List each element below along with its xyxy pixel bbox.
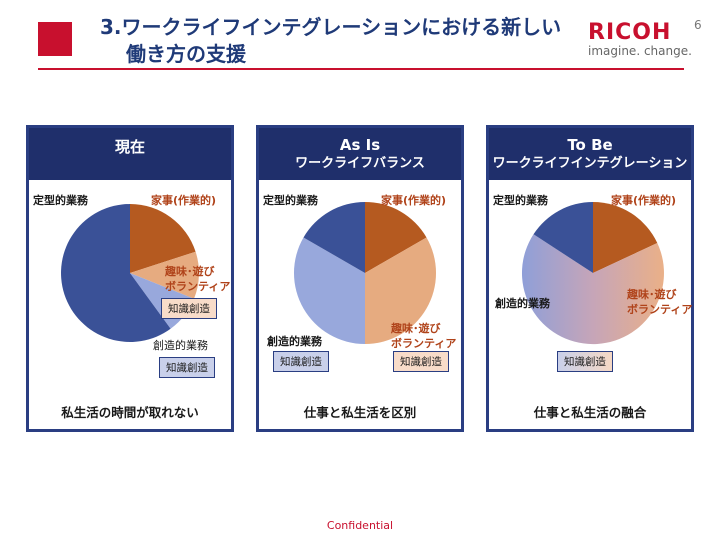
chip-chishiki-2: 知識創造 [159, 357, 215, 378]
label-shumi: 趣味･遊び ボランティア [165, 265, 231, 293]
label-kaji: 家事(作業的) [611, 194, 677, 207]
label-souzou: 創造的業務 [267, 335, 322, 348]
label-teikei: 定型的業務 [33, 194, 88, 207]
brand-logo: RICOH [588, 20, 672, 45]
pie-slice-blend [521, 234, 664, 345]
pie-slice-kaji [365, 202, 427, 273]
pie-slice-shumi [130, 251, 199, 299]
page-number: 6 [694, 18, 702, 32]
panel-footer: 私生活の時間が取れない [61, 405, 199, 420]
panel-header: 現在 [29, 128, 231, 180]
header-divider [38, 68, 684, 70]
logo-square [38, 22, 72, 56]
label-souzou: 創造的業務 [153, 339, 208, 352]
label-kaji: 家事(作業的) [151, 194, 217, 207]
panel-subheading: ワークライフバランス [295, 156, 425, 171]
label-teikei: 定型的業務 [263, 194, 318, 207]
page-title: 3.ワークライフインテグレーションにおける新しい 働き方の支援 [100, 14, 561, 68]
label-kaji: 家事(作業的) [381, 194, 447, 207]
panel-heading: As Is [339, 136, 381, 154]
chip-chishiki-2: 知識創造 [393, 351, 449, 372]
label-shumi: 趣味･遊び ボランティア [627, 288, 693, 316]
pie-chart [61, 204, 199, 342]
pie-chart [521, 202, 664, 345]
chip-chishiki-1: 知識創造 [161, 298, 217, 319]
label-souzou: 創造的業務 [495, 297, 550, 310]
panel-current: 現在 定型的業務 家事(作業的) 趣味･遊び ボランティア 知識創造 創造的業務… [26, 125, 234, 432]
panel-heading: 現在 [114, 138, 145, 156]
panel-subheading: ワークライフインテグレーション [492, 156, 688, 171]
pie-slice-teikei [533, 202, 593, 273]
title-line-2: 働き方の支援 [126, 42, 246, 66]
pie-slice-teikei [303, 202, 365, 273]
chip-chishiki: 知識創造 [557, 351, 613, 372]
brand-tagline: imagine. change. [588, 44, 692, 58]
panel-as-is: As Is ワークライフバランス 定型的業務 家事(作業的) 創造的業務 趣味･… [256, 125, 464, 432]
pie-slice-teikei [61, 204, 171, 342]
panel-footer: 仕事と私生活の融合 [533, 405, 647, 420]
chip-chishiki-1: 知識創造 [273, 351, 329, 372]
pie-chart [293, 202, 437, 344]
label-shumi: 趣味･遊び ボランティア [391, 322, 457, 350]
panel-to-be: To Be ワークライフインテグレーション 定型的業務 家事(作業的) 創造的業… [486, 125, 694, 432]
pie-slice-kaji [593, 202, 658, 273]
confidential-footer: Confidential [326, 519, 394, 532]
pie-slice-souzou [293, 237, 365, 344]
pie-slice-kaji [130, 204, 196, 273]
panel-header: As Is ワークライフバランス [259, 128, 461, 180]
panel-header: To Be ワークライフインテグレーション [489, 128, 691, 180]
panel-footer: 仕事と私生活を区別 [303, 405, 417, 420]
panel-heading: To Be [567, 136, 613, 154]
pie-slice-shumi [365, 237, 437, 344]
title-line-1: 3.ワークライフインテグレーションにおける新しい [100, 15, 562, 39]
label-teikei: 定型的業務 [493, 194, 548, 207]
